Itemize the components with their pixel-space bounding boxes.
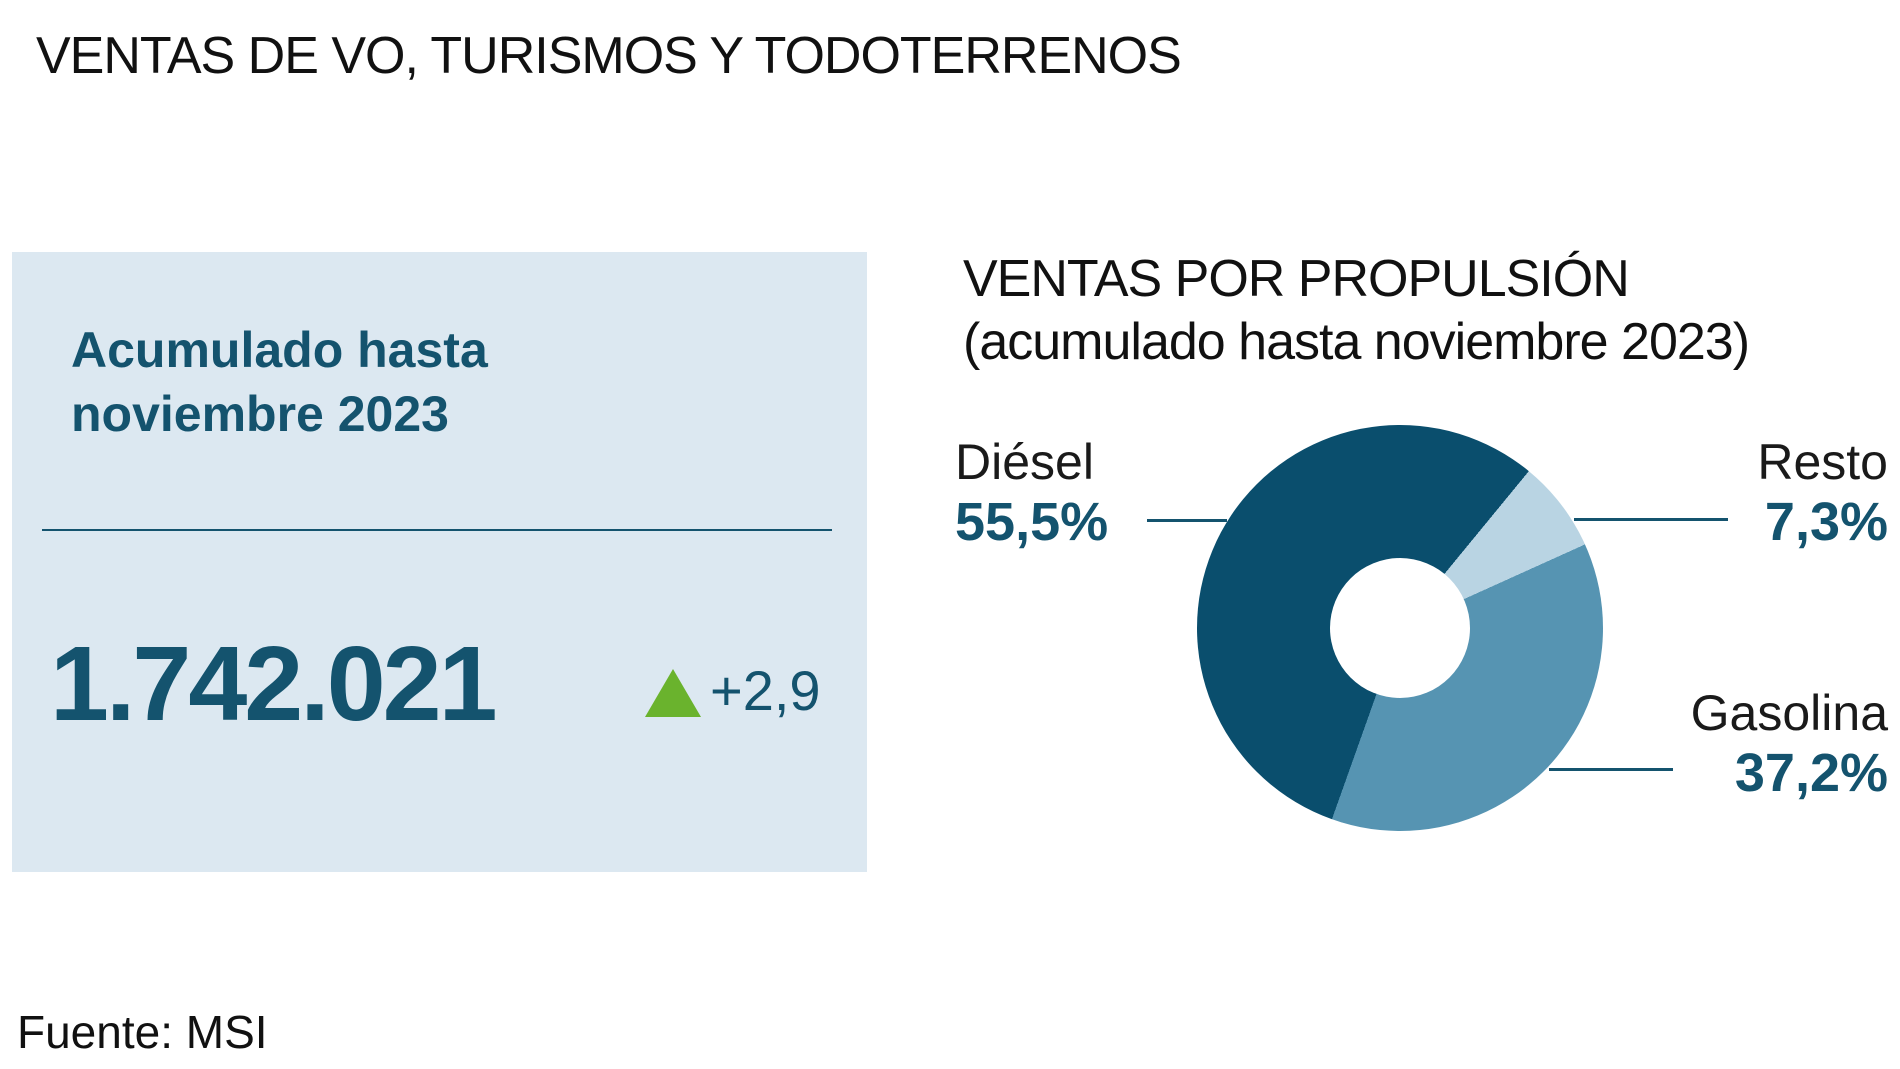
callout-gasolina-label: Gasolina (1690, 685, 1888, 741)
callout-resto-value: 7,3% (1764, 492, 1888, 552)
callout-diesel-value: 55,5% (955, 492, 1109, 552)
donut-chart-title: VENTAS POR PROPULSIÓN (acumulado hasta n… (963, 248, 1750, 374)
donut-chart-title-line1: VENTAS POR PROPULSIÓN (963, 250, 1630, 308)
summary-card-label-line1: Acumulado hasta (71, 322, 488, 378)
card-divider (42, 529, 832, 531)
delta-value: +2,9 (710, 659, 821, 722)
donut-chart-title-line2: (acumulado hasta noviembre 2023) (963, 313, 1750, 371)
callout-gasolina-value: 37,2% (1734, 743, 1888, 803)
leader-line-diesel (1147, 519, 1227, 522)
summary-card: Acumulado hasta noviembre 2023 1.742.021… (12, 252, 867, 872)
callout-gasolina: Gasolina 37,2% (1691, 683, 1888, 803)
up-triangle-icon (645, 669, 701, 717)
leader-line-resto (1574, 518, 1728, 521)
donut-chart (1197, 425, 1603, 831)
leader-line-gasolina (1549, 768, 1673, 771)
donut-hole (1330, 558, 1470, 698)
callout-resto-label: Resto (1757, 434, 1888, 490)
callout-resto: Resto 7,3% (1757, 432, 1888, 552)
total-sales-value: 1.742.021 (50, 625, 498, 743)
summary-card-label-line2: noviembre 2023 (71, 386, 449, 442)
source-note: Fuente: MSI (17, 1006, 268, 1058)
summary-card-label: Acumulado hasta noviembre 2023 (71, 318, 488, 446)
page-title: VENTAS DE VO, TURISMOS Y TODOTERRENOS (36, 27, 1182, 85)
callout-diesel-label: Diésel (955, 434, 1094, 490)
callout-diesel: Diésel 55,5% (955, 432, 1108, 552)
